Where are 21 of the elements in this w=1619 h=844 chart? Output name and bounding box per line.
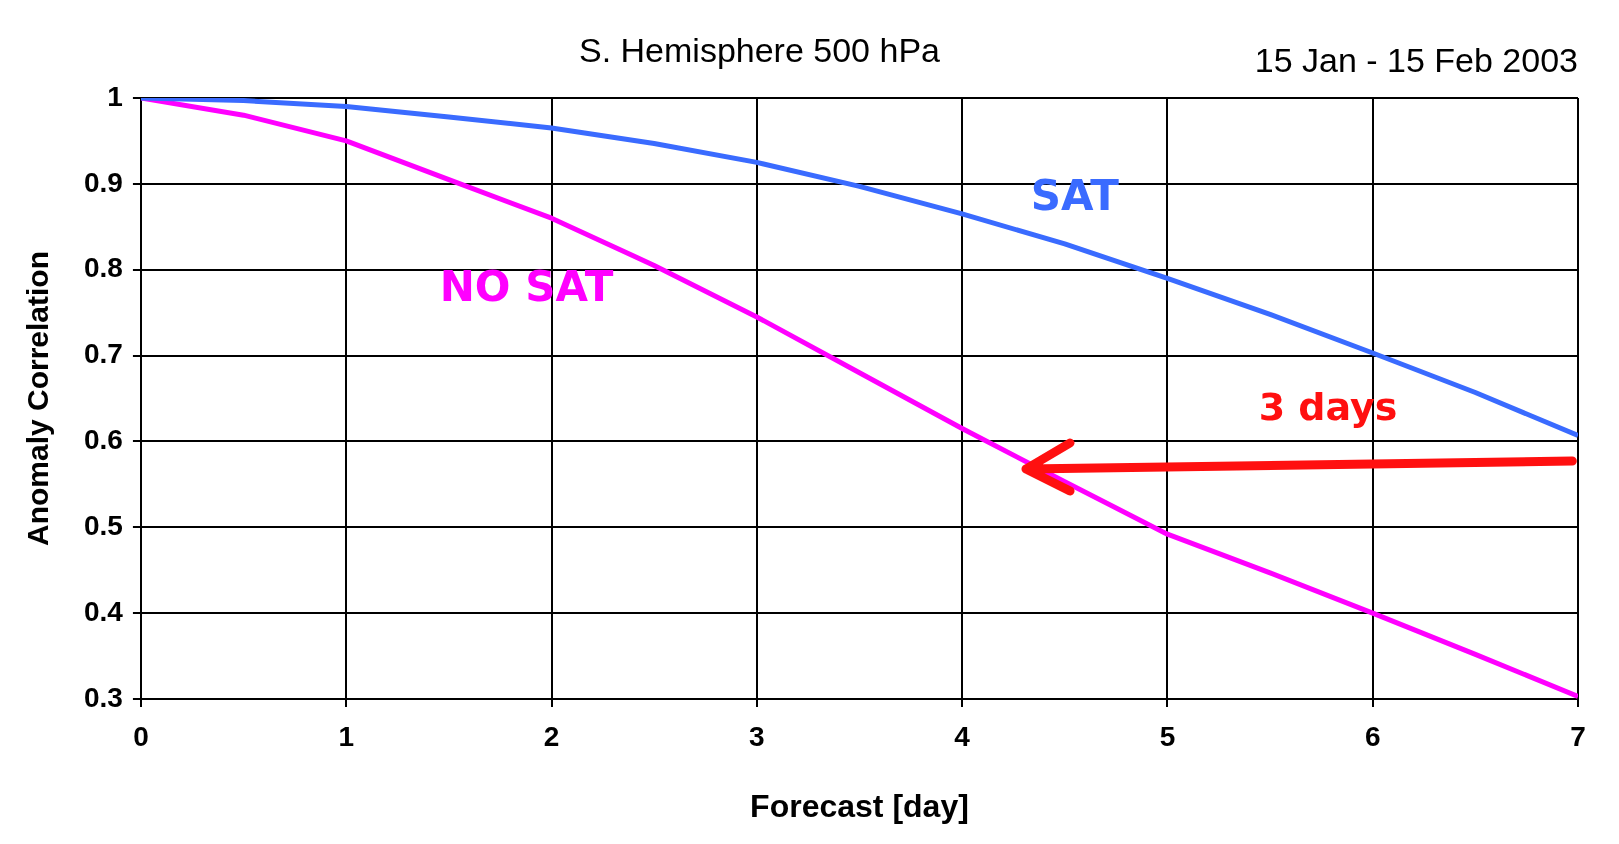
chart-title: S. Hemisphere 500 hPa	[578, 31, 941, 70]
x-tick-label: 3	[749, 720, 765, 752]
y-tick-label: 0.8	[83, 252, 123, 284]
x-tick-label: 7	[1570, 720, 1586, 752]
chart-subtitle: 15 Jan - 15 Feb 2003	[1254, 41, 1578, 80]
x-tick-label: 4	[954, 720, 971, 752]
x-axis-title: Forecast [day]	[750, 787, 969, 824]
x-tick-label: 5	[1159, 720, 1176, 752]
y-tick-label: 0.9	[83, 166, 123, 198]
y-tick-label: 0.6	[83, 424, 123, 456]
x-tick-label: 0	[133, 720, 149, 752]
y-tick-label: 0.4	[83, 595, 124, 627]
y-axis-title: Anomaly Correlation	[21, 250, 55, 547]
series-label: SAT	[1030, 170, 1120, 220]
y-tick-label: 0.7	[83, 338, 123, 370]
y-tick-label: 0.3	[83, 681, 123, 713]
x-tick-label: 2	[543, 720, 560, 752]
y-tick-label: 1	[107, 80, 123, 112]
y-tick-label: 0.5	[83, 510, 123, 541]
x-tick-label: 6	[1364, 720, 1381, 752]
x-tick-label: 1	[338, 720, 355, 752]
